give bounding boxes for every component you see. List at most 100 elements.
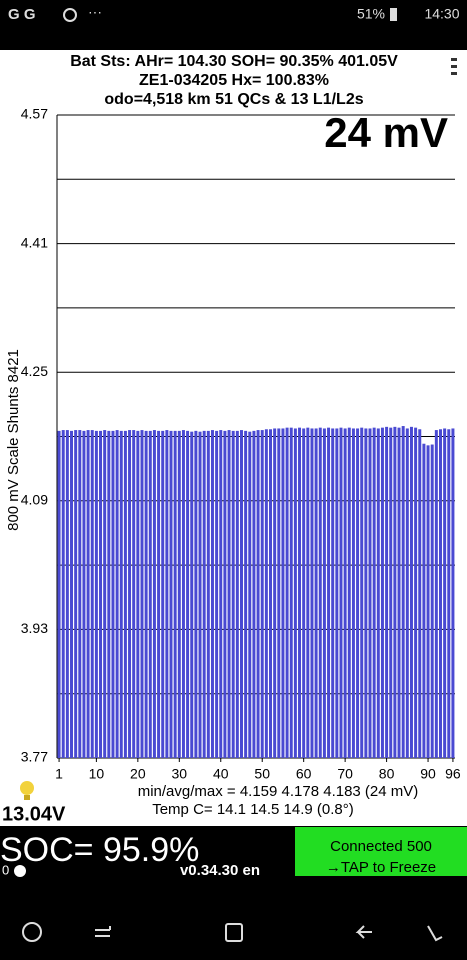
slider-thumb[interactable] [14, 865, 26, 877]
bar [273, 428, 277, 758]
bar [190, 431, 194, 758]
bar [443, 428, 447, 758]
bar [78, 430, 82, 758]
x-tick-label: 60 [296, 766, 312, 782]
battery-icon [390, 8, 397, 21]
bar [177, 430, 181, 758]
bar [215, 430, 219, 758]
bar [393, 426, 397, 758]
bar [347, 427, 351, 758]
bar [206, 430, 210, 758]
bar [285, 427, 289, 758]
bar [252, 430, 256, 758]
x-tick-label: 50 [254, 766, 270, 782]
status-bar [0, 0, 467, 50]
header-line: Bat Sts: AHr= 104.30 SOH= 90.35% 401.05V [70, 53, 398, 70]
bar [244, 430, 248, 758]
bar [302, 428, 306, 758]
bar [314, 428, 318, 758]
bar [111, 430, 115, 758]
y-tick-label: 4.57 [21, 106, 48, 122]
grid [57, 114, 455, 759]
bar [322, 428, 326, 758]
bar [368, 428, 372, 758]
chart: 24 mV 800 mV Scale Shunts 8421 3.77 3.93 4… [5, 106, 461, 782]
bar [256, 430, 260, 758]
bar [277, 428, 281, 758]
menu-dot[interactable] [451, 65, 457, 68]
bar [210, 430, 214, 758]
bar [306, 427, 310, 758]
bar [165, 430, 169, 758]
bar [414, 427, 418, 758]
bar [451, 428, 455, 758]
bar [339, 427, 343, 758]
x-tick-label: 96 [445, 766, 461, 782]
bar [343, 428, 347, 758]
bar [351, 428, 355, 758]
bar [335, 428, 339, 758]
y-tick-label: 4.41 [21, 234, 48, 250]
freeze-button-bg[interactable] [295, 827, 467, 881]
nav-gesture[interactable] [427, 925, 443, 942]
soc: SOC= 95.9% [0, 831, 199, 869]
bar [169, 430, 173, 758]
bar [434, 430, 438, 758]
bar [107, 430, 111, 758]
menu-dot[interactable] [451, 58, 457, 61]
bar [281, 428, 285, 758]
x-tick-label: 80 [379, 766, 395, 782]
bar [231, 430, 235, 758]
status-battery-pct: 51% [357, 6, 385, 22]
menu-button[interactable] [451, 58, 457, 75]
nav-back[interactable] [355, 925, 372, 939]
bar [140, 430, 144, 758]
bar [70, 430, 74, 758]
x-tick-label: 10 [89, 766, 105, 782]
nav-recent[interactable] [95, 926, 111, 937]
connected-status[interactable]: Connected 500 [330, 838, 432, 855]
bar [57, 430, 61, 758]
bar [310, 428, 314, 758]
bar [430, 444, 434, 758]
freeze-button[interactable]: Connected 500 →TAP to Freeze [295, 827, 467, 881]
bar [128, 430, 132, 758]
bar [385, 426, 389, 758]
bar [264, 429, 268, 758]
bar [86, 430, 90, 758]
bar [422, 443, 426, 758]
x-tick-label: 90 [420, 766, 436, 782]
bar [318, 427, 322, 758]
bar [239, 430, 243, 758]
bar [447, 429, 451, 758]
menu-dot[interactable] [451, 72, 457, 75]
status-icon [63, 8, 77, 22]
bar [65, 430, 69, 758]
clip [295, 876, 467, 882]
bar [289, 427, 293, 758]
bar [144, 430, 148, 758]
bar [376, 428, 380, 758]
tap-to-freeze[interactable]: →TAP to Freeze [326, 859, 436, 876]
nav-home[interactable] [225, 923, 243, 942]
bar [186, 430, 190, 758]
nav-bar [22, 922, 443, 942]
bar [356, 428, 360, 758]
bar [132, 430, 136, 758]
bar [401, 426, 405, 758]
x-tick-label: 30 [172, 766, 188, 782]
bar [426, 445, 430, 758]
bar [161, 430, 165, 758]
y-tick-label: 3.77 [21, 749, 48, 765]
bar [235, 430, 239, 758]
bar [269, 429, 273, 758]
x-tick-label: 1 [55, 766, 63, 782]
bulb-base [24, 795, 30, 800]
slider-value: 0 [2, 862, 9, 877]
bar [409, 426, 413, 758]
header-line: odo=4,518 km 51 QCs & 13 L1/L2s [104, 91, 363, 108]
bar [123, 430, 127, 758]
x-tick-label: 70 [337, 766, 353, 782]
bar [157, 430, 161, 758]
nav-game[interactable] [22, 922, 42, 942]
